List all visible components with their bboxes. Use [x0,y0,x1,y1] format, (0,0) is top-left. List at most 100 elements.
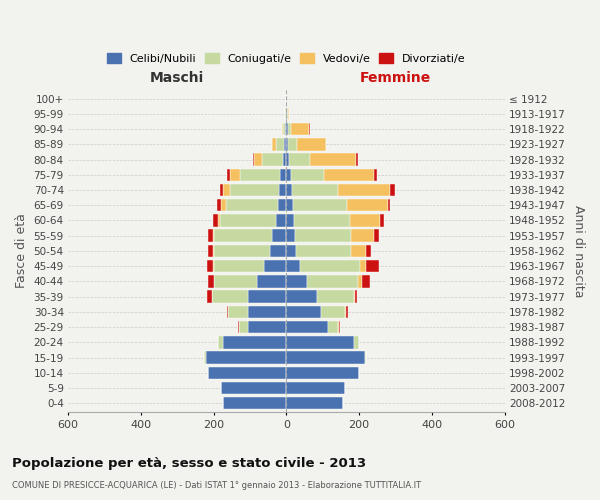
Bar [374,230,379,242]
Bar [287,108,288,120]
Bar [286,230,295,242]
Bar [286,260,300,272]
Bar [352,230,374,242]
Bar [293,214,350,226]
Bar [286,306,321,318]
Bar [213,230,214,242]
Bar [286,352,365,364]
Bar [338,184,391,196]
Bar [286,184,292,196]
Bar [356,154,358,166]
Bar [208,290,212,303]
Bar [339,321,340,334]
Bar [214,230,272,242]
Bar [289,154,310,166]
Bar [365,352,367,364]
Bar [328,321,338,334]
Bar [270,244,286,257]
Bar [374,168,377,181]
Bar [286,244,296,257]
Bar [272,230,286,242]
Bar [284,138,286,150]
Text: Femmine: Femmine [360,71,431,85]
Bar [281,123,283,136]
Bar [286,397,343,409]
Bar [286,290,317,303]
Y-axis label: Fasce di età: Fasce di età [15,214,28,288]
Bar [288,108,289,120]
Bar [208,260,213,272]
Bar [226,199,278,211]
Bar [213,260,214,272]
Bar [239,321,248,334]
Bar [351,244,367,257]
Bar [344,306,346,318]
Bar [286,275,307,287]
Bar [286,382,345,394]
Bar [358,275,362,287]
Bar [208,366,286,379]
Bar [257,275,286,287]
Text: COMUNE DI PRESICCE-ACQUARICA (LE) - Dati ISTAT 1° gennaio 2013 - Elaborazione TU: COMUNE DI PRESICCE-ACQUARICA (LE) - Dati… [12,481,421,490]
Bar [230,184,279,196]
Bar [254,154,262,166]
Bar [218,336,223,348]
Bar [220,214,276,226]
Bar [223,336,286,348]
Bar [278,199,286,211]
Bar [295,230,352,242]
Bar [286,199,293,211]
Bar [221,382,286,394]
Bar [292,184,338,196]
Bar [279,184,286,196]
Bar [227,306,228,318]
Bar [248,290,286,303]
Bar [360,260,365,272]
Bar [350,214,380,226]
Bar [213,244,214,257]
Bar [230,168,240,181]
Bar [214,260,265,272]
Bar [280,168,286,181]
Bar [227,168,230,181]
Text: Popolazione per età, sesso e stato civile - 2013: Popolazione per età, sesso e stato civil… [12,458,366,470]
Bar [272,138,277,150]
Bar [276,214,286,226]
Bar [321,306,344,318]
Bar [286,214,293,226]
Bar [292,123,309,136]
Bar [208,244,213,257]
Bar [223,184,230,196]
Bar [240,168,280,181]
Legend: Celibi/Nubili, Coniugati/e, Vedovi/e, Divorziati/e: Celibi/Nubili, Coniugati/e, Vedovi/e, Di… [107,53,465,64]
Bar [297,138,326,150]
Bar [212,290,248,303]
Bar [283,154,286,166]
Bar [205,352,206,364]
Bar [221,199,226,211]
Bar [285,123,286,136]
Bar [265,260,286,272]
Bar [288,138,297,150]
Bar [238,321,239,334]
Bar [286,336,353,348]
Bar [286,138,288,150]
Bar [228,306,248,318]
Bar [208,275,214,287]
Bar [285,108,286,120]
Bar [296,244,351,257]
Bar [220,184,223,196]
Bar [248,306,286,318]
Bar [353,336,359,348]
Bar [293,199,347,211]
Bar [288,123,292,136]
Bar [362,275,370,287]
Bar [324,168,374,181]
Bar [248,321,286,334]
Bar [310,154,356,166]
Bar [355,290,357,303]
Bar [218,214,220,226]
Bar [365,260,379,272]
Bar [217,199,221,211]
Bar [388,199,391,211]
